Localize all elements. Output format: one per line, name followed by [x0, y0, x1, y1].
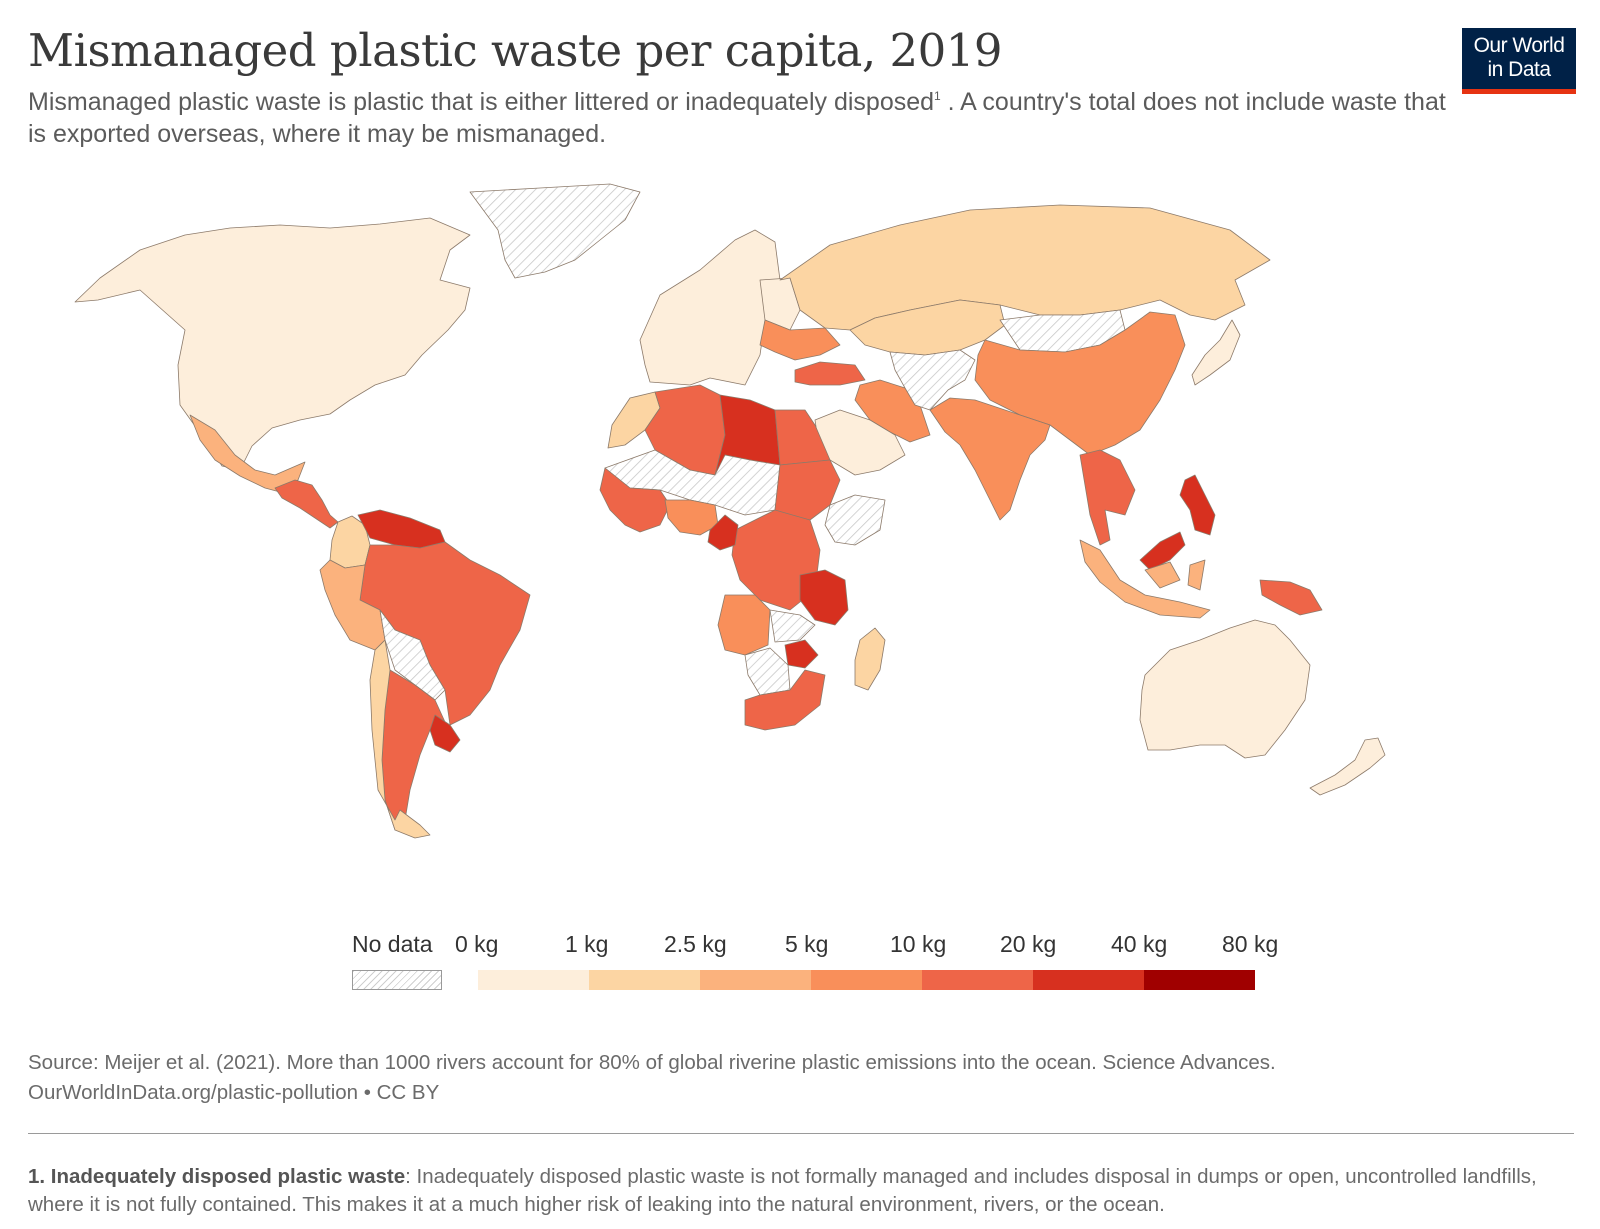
source-url-license[interactable]: OurWorldInData.org/plastic-pollution • C…: [28, 1081, 440, 1104]
footnote-term: 1. Inadequately disposed plastic waste: [28, 1165, 406, 1188]
legend-swatch-2-5-5kg[interactable]: [700, 970, 811, 990]
legend-swatch-5-10kg[interactable]: [811, 970, 922, 990]
region-japan[interactable]: [1191, 319, 1241, 386]
region-north-america[interactable]: [74, 217, 471, 471]
source-note: Source: Meijer et al. (2021). More than …: [28, 1048, 1568, 1108]
region-central-asia[interactable]: [889, 349, 976, 411]
region-india[interactable]: [929, 397, 1051, 521]
legend-tick-label: 10 kg: [890, 931, 947, 957]
region-venezuela[interactable]: [357, 509, 446, 549]
country-shapes: [74, 183, 1386, 839]
color-legend: No data 0 kg 1 kg 2.5 kg 5 kg 10 kg 20 k…: [0, 930, 1600, 1000]
region-turkey[interactable]: [794, 361, 866, 386]
legend-tick-label: 2.5 kg: [664, 931, 727, 957]
region-nigeria[interactable]: [664, 499, 719, 536]
region-indonesia[interactable]: [1079, 539, 1211, 619]
legend-swatch-1-2-5kg[interactable]: [589, 970, 700, 990]
owid-logo[interactable]: Our World in Data: [1462, 28, 1576, 94]
footnote-text: : Inadequately disposed plastic waste is…: [28, 1165, 1537, 1216]
logo-line-1: Our World: [1473, 34, 1565, 57]
footnote-divider: [28, 1133, 1574, 1134]
world-map[interactable]: [0, 170, 1600, 890]
region-papua-new-guinea[interactable]: [1259, 579, 1323, 616]
region-chile[interactable]: [369, 639, 431, 839]
chart-subtitle: Mismanaged plastic waste is plastic that…: [28, 86, 1468, 150]
region-uruguay[interactable]: [429, 714, 461, 753]
legend-swatch-0-1kg[interactable]: [478, 970, 589, 990]
footnote: 1. Inadequately disposed plastic waste: …: [28, 1163, 1578, 1219]
region-south-africa[interactable]: [744, 669, 826, 731]
region-cameroon[interactable]: [707, 514, 739, 551]
footnote-marker[interactable]: 1: [934, 89, 941, 103]
region-west-africa[interactable]: [599, 467, 671, 533]
region-zimbabwe[interactable]: [784, 639, 819, 669]
region-china[interactable]: [974, 311, 1186, 456]
legend-tick-label: 5 kg: [785, 931, 829, 957]
region-namibia[interactable]: [744, 647, 791, 696]
legend-no-data-label: No data: [352, 931, 433, 957]
legend-tick-label: 20 kg: [1000, 931, 1057, 957]
chart-title: Mismanaged plastic waste per capita, 201…: [28, 24, 1003, 77]
region-greenland[interactable]: [469, 183, 641, 279]
region-australia[interactable]: [1139, 619, 1311, 759]
subtitle-text: Mismanaged plastic waste is plastic that…: [28, 88, 935, 116]
region-zambia[interactable]: [769, 609, 816, 643]
region-ethiopia[interactable]: [824, 494, 886, 546]
region-philippines[interactable]: [1179, 474, 1216, 536]
region-angola[interactable]: [717, 594, 771, 656]
legend-tick-label: 0 kg: [455, 931, 499, 957]
region-russia[interactable]: [779, 204, 1271, 331]
legend-swatch-40-80kg[interactable]: [1144, 970, 1255, 990]
region-ukraine[interactable]: [759, 319, 841, 361]
region-southeast-asia[interactable]: [1079, 449, 1136, 546]
region-mexico[interactable]: [189, 414, 306, 493]
region-egypt[interactable]: [774, 409, 831, 466]
region-kazakhstan[interactable]: [849, 299, 1006, 356]
region-tanzania[interactable]: [799, 569, 849, 626]
region-new-zealand[interactable]: [1309, 737, 1386, 796]
legend-swatch-20-40kg[interactable]: [1033, 970, 1144, 990]
region-bolivia[interactable]: [379, 609, 446, 701]
source-citation[interactable]: Source: Meijer et al. (2021). More than …: [28, 1051, 1276, 1074]
subtitle-text-continued: . A country's total does not include was…: [28, 88, 1446, 148]
region-madagascar[interactable]: [854, 627, 886, 691]
legend-tick-label: 40 kg: [1111, 931, 1168, 957]
legend-tick-label: 1 kg: [565, 931, 609, 957]
region-western-europe[interactable]: [639, 229, 781, 386]
logo-line-2: in Data: [1487, 58, 1551, 81]
legend-no-data-swatch[interactable]: [352, 970, 442, 990]
legend-swatch-10-20kg[interactable]: [922, 970, 1033, 990]
legend-tick-label: 80 kg: [1222, 931, 1279, 957]
region-central-america[interactable]: [274, 479, 339, 529]
